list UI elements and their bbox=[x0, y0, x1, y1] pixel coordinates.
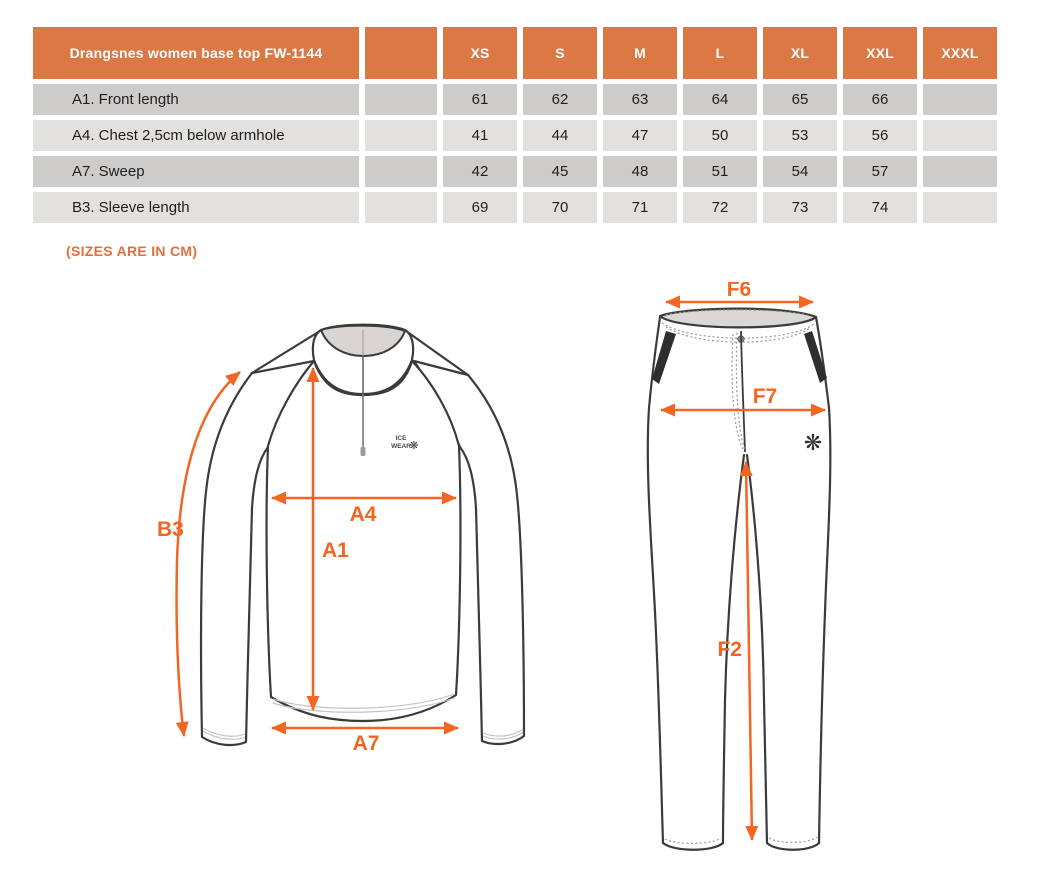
size-col-header-s: S bbox=[523, 27, 597, 79]
hem-stitch bbox=[272, 693, 455, 709]
left-inseam bbox=[721, 453, 746, 845]
measurement-label-f7: F7 bbox=[753, 385, 778, 408]
size-value-cell: 69 bbox=[443, 192, 517, 223]
size-col-header-xl: XL bbox=[763, 27, 837, 79]
size-value-cell: 74 bbox=[843, 192, 917, 223]
size-value-cell bbox=[923, 120, 997, 151]
shirt-measurements: B3 A4 A1 A7 bbox=[157, 367, 459, 755]
size-value-cell: 45 bbox=[523, 156, 597, 187]
pants-diagram-svg: ❋ F6 F7 F2 bbox=[646, 282, 832, 851]
size-value-cell: 62 bbox=[523, 84, 597, 115]
waistband-stitch bbox=[665, 309, 811, 317]
table-row: B3. Sleeve length 69 70 71 72 73 74 bbox=[33, 192, 997, 223]
measurement-arrow-f2 bbox=[739, 461, 759, 841]
size-value-cell: 57 bbox=[843, 156, 917, 187]
logo-text: ICE bbox=[396, 435, 408, 442]
row-label: A7. Sweep bbox=[33, 156, 359, 187]
size-value-cell: 73 bbox=[763, 192, 837, 223]
size-value-cell: 63 bbox=[603, 84, 677, 115]
zipper-pull bbox=[360, 447, 366, 456]
logo-text: WEAR bbox=[391, 443, 411, 450]
size-value-cell: 41 bbox=[443, 120, 517, 151]
size-value-cell: 64 bbox=[683, 84, 757, 115]
measurement-arrow-b3 bbox=[175, 371, 241, 737]
left-pocket-opening bbox=[652, 331, 676, 384]
size-value-cell: 42 bbox=[443, 156, 517, 187]
pants-right-side bbox=[814, 315, 832, 845]
size-value-cell: 54 bbox=[763, 156, 837, 187]
size-value-cell: 53 bbox=[763, 120, 837, 151]
icewear-logo: ICE WEAR ❋ bbox=[391, 435, 419, 452]
snowflake-icon: ❋ bbox=[409, 440, 418, 452]
measurement-label-a7: A7 bbox=[353, 732, 380, 755]
table-row: A7. Sweep 42 45 48 51 54 57 bbox=[33, 156, 997, 187]
hem-stitch bbox=[272, 697, 455, 713]
pants-left-side bbox=[646, 315, 665, 845]
table-title: Drangsnes women base top FW-1144 bbox=[33, 27, 359, 79]
table-row: A4. Chest 2,5cm below armhole 41 44 47 5… bbox=[33, 120, 997, 151]
table-header-spacer bbox=[365, 27, 437, 79]
shirt-left-shoulder-seam bbox=[250, 329, 322, 375]
table-row: A1. Front length 61 62 63 64 65 66 bbox=[33, 84, 997, 115]
waistband bbox=[658, 307, 818, 329]
right-pocket-opening bbox=[804, 331, 827, 383]
size-value-cell bbox=[923, 84, 997, 115]
row-spacer-cell bbox=[365, 156, 437, 187]
size-value-cell: 48 bbox=[603, 156, 677, 187]
sizes-unit-note: (SIZES ARE IN CM) bbox=[66, 243, 198, 259]
fly-stitch bbox=[731, 333, 745, 453]
pants-measurements: F6 F7 F2 bbox=[660, 282, 826, 841]
snowflake-icon: ❋ bbox=[804, 430, 822, 455]
left-leg-cuff bbox=[661, 841, 725, 851]
size-value-cell: 65 bbox=[763, 84, 837, 115]
size-table: Drangsnes women base top FW-1144 XS S M … bbox=[27, 22, 1003, 228]
row-label: A1. Front length bbox=[33, 84, 359, 115]
size-col-header-xs: XS bbox=[443, 27, 517, 79]
size-col-header-l: L bbox=[683, 27, 757, 79]
measurement-label-f2: F2 bbox=[717, 638, 742, 661]
size-value-cell: 56 bbox=[843, 120, 917, 151]
row-label: B3. Sleeve length bbox=[33, 192, 359, 223]
shirt-right-shoulder-seam bbox=[404, 329, 470, 377]
measurement-label-a1: A1 bbox=[322, 539, 349, 562]
row-label: A4. Chest 2,5cm below armhole bbox=[33, 120, 359, 151]
shirt-diagram-svg: ICE WEAR ❋ B3 A4 A1 A7 bbox=[157, 323, 526, 755]
right-leg-cuff bbox=[765, 841, 821, 851]
row-spacer-cell bbox=[365, 84, 437, 115]
measurement-label-a4: A4 bbox=[350, 503, 377, 526]
right-cuff-stitch bbox=[482, 728, 524, 737]
size-value-cell: 61 bbox=[443, 84, 517, 115]
size-value-cell: 71 bbox=[603, 192, 677, 223]
measurement-label-f6: F6 bbox=[727, 282, 752, 301]
size-col-header-m: M bbox=[603, 27, 677, 79]
front-rise-seam bbox=[740, 330, 746, 453]
left-cuff-stitch bbox=[664, 837, 722, 844]
size-value-cell: 51 bbox=[683, 156, 757, 187]
measurement-label-b3: B3 bbox=[157, 518, 184, 541]
size-value-cell: 44 bbox=[523, 120, 597, 151]
row-spacer-cell bbox=[365, 192, 437, 223]
size-value-cell: 66 bbox=[843, 84, 917, 115]
pants-drawing: ❋ bbox=[646, 307, 832, 851]
shirt-drawing: ICE WEAR ❋ bbox=[199, 323, 526, 747]
row-spacer-cell bbox=[365, 120, 437, 151]
size-value-cell bbox=[923, 156, 997, 187]
right-cuff-stitch bbox=[768, 836, 818, 843]
size-value-cell: 72 bbox=[683, 192, 757, 223]
size-value-cell: 70 bbox=[523, 192, 597, 223]
right-cuff-stitch bbox=[482, 731, 524, 740]
size-value-cell: 47 bbox=[603, 120, 677, 151]
table-header-row: Drangsnes women base top FW-1144 XS S M … bbox=[33, 27, 997, 79]
size-value-cell: 50 bbox=[683, 120, 757, 151]
size-col-header-xxxl: XXXL bbox=[923, 27, 997, 79]
size-value-cell bbox=[923, 192, 997, 223]
size-col-header-xxl: XXL bbox=[843, 27, 917, 79]
